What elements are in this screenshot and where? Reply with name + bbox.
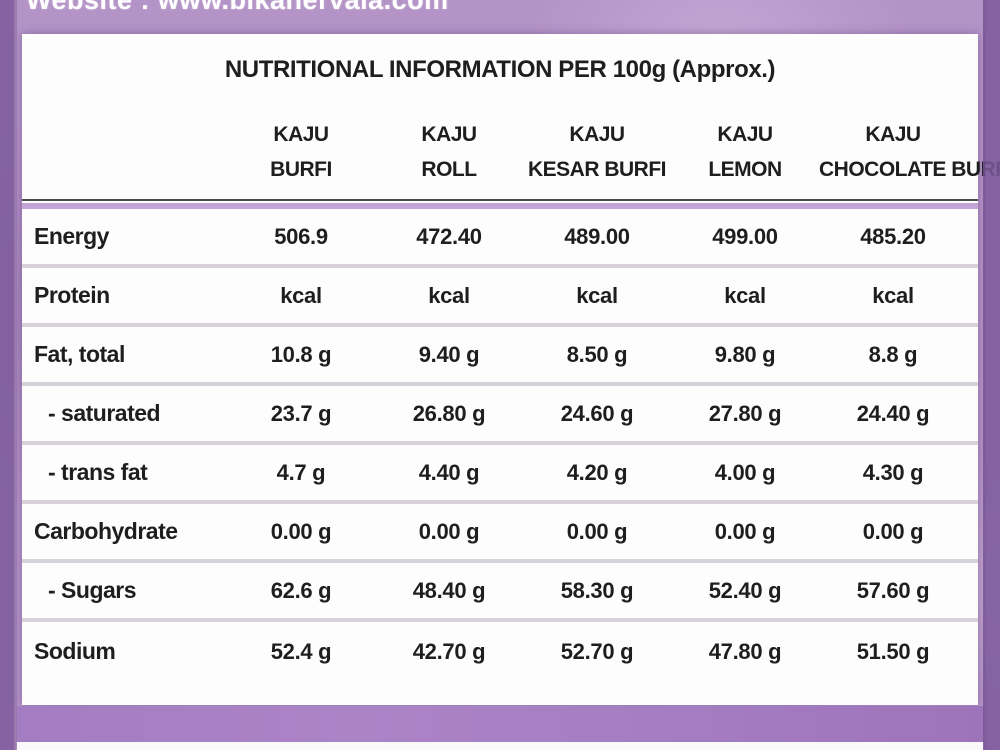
cell-value: 499.00 (712, 223, 778, 249)
cell-value: 4.40 g (418, 459, 480, 485)
cell-value: 8.50 g (566, 341, 628, 367)
cell-value: 58.30 g (560, 577, 634, 603)
column-header-line2: BURFI (270, 158, 332, 181)
website-banner: Website : www.bikanervala.com (26, 0, 449, 16)
table-row-protein: Protein kcal kcal kcal kcal kcal (22, 268, 978, 327)
row-label: - trans fat (48, 459, 148, 485)
cell-value: 4.00 g (714, 459, 776, 485)
column-headers: KAJU BURFI KAJU ROLL KAJU KESAR BURFI KA… (22, 117, 1000, 187)
header-divider (22, 199, 978, 209)
nutrition-card: NUTRITIONAL INFORMATION PER 100g (Approx… (22, 34, 1000, 705)
cell-value: 52.70 g (560, 638, 634, 664)
cell-value: kcal (576, 282, 618, 308)
cell-value: kcal (280, 282, 322, 308)
column-header-line2: CHOCOLATE BURFI (819, 158, 1000, 181)
row-label: Fat, total (34, 341, 125, 367)
column-header-line1: KAJU (717, 123, 773, 146)
cell-value: 26.80 g (412, 400, 486, 426)
cell-value: 52.40 g (708, 577, 782, 603)
cell-value: 485.20 (860, 223, 926, 249)
cell-value: 9.80 g (714, 341, 776, 367)
cell-value: 27.80 g (708, 400, 782, 426)
left-edge-border (0, 0, 17, 750)
column-header-kaju-roll: KAJU ROLL (375, 117, 523, 187)
column-header-line1: KAJU (273, 123, 329, 146)
column-header-line2: ROLL (421, 158, 477, 181)
row-label: Sodium (34, 638, 116, 664)
row-label: Carbohydrate (34, 518, 178, 544)
row-label: Energy (34, 223, 109, 249)
table-row-sugars: - Sugars 62.6 g 48.40 g 58.30 g 52.40 g … (22, 563, 978, 622)
cell-value: 8.8 g (868, 341, 918, 367)
column-header-kaju-lemon: KAJU LEMON (671, 117, 819, 187)
table-body: Energy 506.9 472.40 489.00 499.00 485.20… (22, 209, 978, 681)
cell-value: 4.30 g (862, 459, 924, 485)
table-row-saturated: - saturated 23.7 g 26.80 g 24.60 g 27.80… (22, 386, 978, 445)
cell-value: 0.00 g (418, 518, 480, 544)
table-row-carbohydrate: Carbohydrate 0.00 g 0.00 g 0.00 g 0.00 g… (22, 504, 978, 563)
column-header-kaju-kesar-burfi: KAJU KESAR BURFI (523, 117, 671, 187)
table-row-energy: Energy 506.9 472.40 489.00 499.00 485.20 (22, 209, 978, 268)
cell-value: 10.8 g (270, 341, 332, 367)
row-label: Protein (34, 282, 110, 308)
cell-value: 42.70 g (412, 638, 486, 664)
table-title: NUTRITIONAL INFORMATION PER 100g (Approx… (224, 56, 776, 83)
row-label: - Sugars (48, 577, 137, 603)
cell-value: 48.40 g (412, 577, 486, 603)
cell-value: 489.00 (564, 223, 630, 249)
cell-value: 62.6 g (270, 577, 332, 603)
cell-value: 0.00 g (714, 518, 776, 544)
bottom-purple-band (16, 706, 984, 742)
column-header-line1: KAJU (421, 123, 477, 146)
header-spacer (22, 117, 227, 187)
table-row-sodium: Sodium 52.4 g 42.70 g 52.70 g 47.80 g 51… (22, 622, 978, 681)
cell-value: kcal (724, 282, 766, 308)
cell-value: 472.40 (416, 223, 482, 249)
table-row-trans-fat: - trans fat 4.7 g 4.40 g 4.20 g 4.00 g 4… (22, 445, 978, 504)
column-header-line1: KAJU (865, 123, 921, 146)
cell-value: 57.60 g (856, 577, 930, 603)
column-header-line2: KESAR BURFI (527, 158, 667, 181)
cell-value: kcal (872, 282, 914, 308)
column-header-kaju-burfi: KAJU BURFI (227, 117, 375, 187)
column-header-line1: KAJU (569, 123, 625, 146)
cell-value: 52.4 g (270, 638, 332, 664)
row-label: - saturated (48, 400, 161, 426)
cell-value: 47.80 g (708, 638, 782, 664)
next-card-top (16, 742, 984, 750)
table-row-fat-total: Fat, total 10.8 g 9.40 g 8.50 g 9.80 g 8… (22, 327, 978, 386)
cell-value: 23.7 g (270, 400, 332, 426)
cell-value: 0.00 g (270, 518, 332, 544)
cell-value: 4.7 g (276, 459, 326, 485)
cell-value: 9.40 g (418, 341, 480, 367)
cell-value: 24.40 g (856, 400, 930, 426)
cell-value: 0.00 g (862, 518, 924, 544)
cell-value: 506.9 (274, 223, 328, 249)
column-header-kaju-chocolate-burfi: KAJU CHOCOLATE BURFI (819, 117, 1000, 187)
cell-value: kcal (428, 282, 470, 308)
website-text: Website : www.bikanervala.com (26, 0, 449, 15)
cell-value: 24.60 g (560, 400, 634, 426)
cell-value: 4.20 g (566, 459, 628, 485)
cell-value: 0.00 g (566, 518, 628, 544)
cell-value: 51.50 g (856, 638, 930, 664)
right-edge-border (983, 0, 1000, 750)
column-header-line2: LEMON (708, 158, 782, 181)
